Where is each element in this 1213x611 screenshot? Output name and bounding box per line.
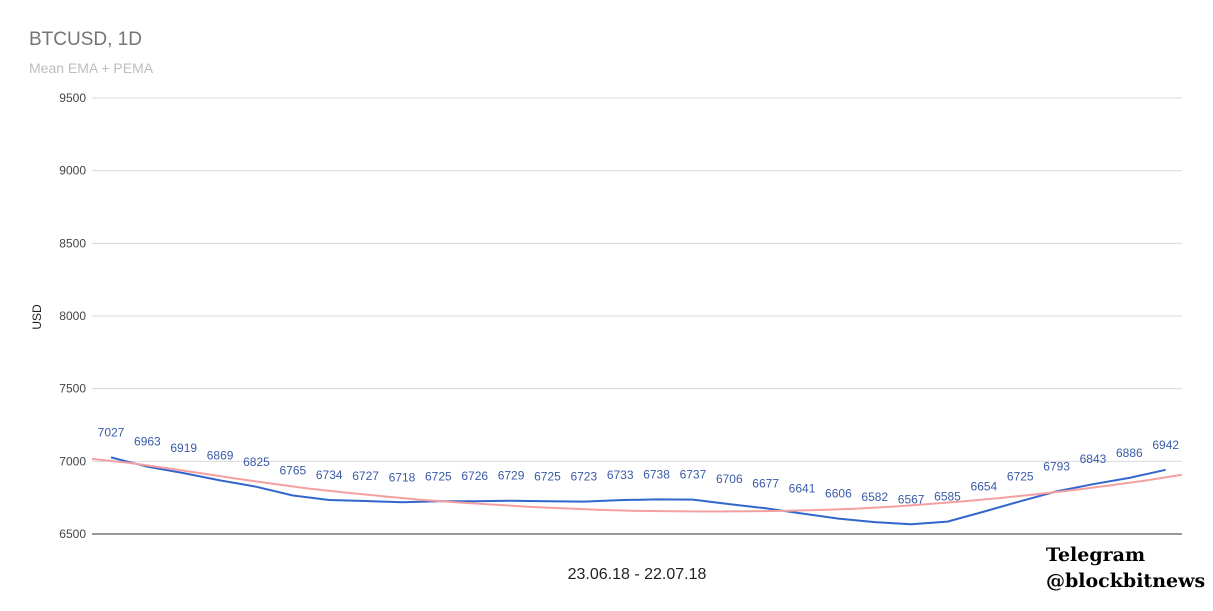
y-tick-label: 8000 (59, 309, 86, 323)
data-label: 7027 (98, 425, 125, 439)
data-label: 6585 (934, 490, 961, 504)
y-tick-label: 9000 (59, 164, 86, 178)
data-label: 6942 (1152, 438, 1179, 452)
chart-title: BTCUSD, 1D (29, 29, 142, 50)
data-label: 6706 (716, 472, 743, 486)
data-label: 6738 (643, 467, 670, 481)
data-label: 6729 (498, 469, 525, 483)
data-label: 6718 (389, 470, 416, 484)
y-tick-label: 9500 (59, 91, 86, 105)
data-label: 6734 (316, 468, 343, 482)
data-label: 6869 (207, 448, 234, 462)
data-label: 6919 (170, 441, 197, 455)
series-line-1 (110, 456, 1166, 526)
data-label: 6606 (825, 487, 852, 501)
data-label: 6723 (570, 470, 597, 484)
data-label: 6886 (1116, 446, 1143, 460)
y-axis-label: USD (30, 304, 44, 330)
data-label: 6641 (789, 482, 816, 496)
x-axis-label: 23.06.18 - 22.07.18 (568, 566, 707, 583)
y-tick-label: 7000 (59, 454, 86, 468)
data-label: 6582 (861, 490, 888, 504)
data-label: 6793 (1043, 459, 1070, 473)
series-group (91, 456, 1183, 526)
data-label: 6843 (1080, 452, 1107, 466)
data-label: 6727 (352, 469, 379, 483)
grid (92, 97, 1182, 535)
data-labels: 7027 6963 6919 6869 6825 6765 6734 6727 6718 6725… (98, 425, 1180, 506)
watermark-line1: Telegram (1046, 544, 1146, 566)
data-label: 6963 (134, 435, 161, 449)
chart-subtitle: Mean EMA + PEMA (29, 60, 154, 76)
data-label: 6725 (1007, 469, 1034, 483)
data-label: 6725 (534, 469, 561, 483)
y-tick-label: 6500 (59, 527, 86, 541)
data-label: 6726 (461, 469, 488, 483)
y-axis-ticks: 9500 9000 8500 8000 7500 7000 6500 (59, 91, 86, 541)
data-label: 6733 (607, 468, 634, 482)
data-label: 6654 (971, 480, 998, 494)
y-tick-label: 7500 (59, 382, 86, 396)
watermark: Telegram @blockbitnews (1046, 542, 1205, 594)
watermark-line2: @blockbitnews (1046, 570, 1206, 592)
data-label: 6765 (279, 463, 306, 477)
data-label: 6825 (243, 455, 270, 469)
data-label: 6677 (752, 476, 779, 490)
series-line-2 (91, 457, 1183, 513)
data-label: 6725 (425, 469, 452, 483)
y-tick-label: 8500 (59, 236, 86, 250)
data-label: 6567 (898, 492, 925, 506)
data-label: 6737 (680, 468, 707, 482)
